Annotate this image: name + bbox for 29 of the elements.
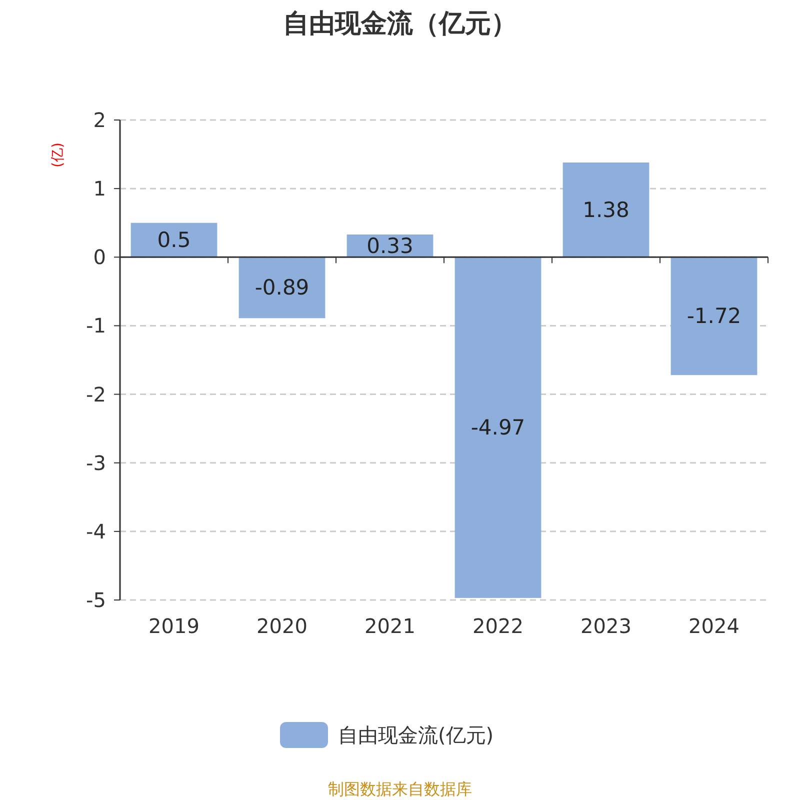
bar: [238, 257, 326, 318]
y-tick-label: -5: [86, 588, 106, 612]
text: 制图数据来自数据库: [328, 780, 472, 798]
bar: [670, 257, 758, 376]
bar: [454, 257, 542, 598]
y-tick-label: -3: [86, 450, 106, 475]
x-tick-label: 2023: [580, 614, 632, 638]
y-tick-label: -1: [86, 314, 106, 338]
data-label: 0.5: [157, 228, 191, 252]
y-tick-label: 2: [93, 108, 106, 132]
x-tick-label: 2019: [148, 614, 200, 638]
data-label: 0.33: [366, 234, 414, 258]
y-tick-label: 0: [93, 245, 106, 270]
y-tick-label: -4: [86, 519, 106, 544]
x-tick-label: 2021: [364, 614, 416, 638]
x-tick-label: 2024: [688, 614, 740, 638]
data-label: -4.97: [470, 416, 526, 440]
bar: [562, 162, 650, 258]
y-axis-title: (亿): [50, 142, 66, 168]
x-tick-label: 2020: [256, 614, 308, 638]
data-label: -1.72: [686, 304, 742, 328]
bar: [130, 222, 218, 258]
y-tick-label: 1: [93, 176, 106, 201]
data-label: 1.38: [582, 198, 630, 222]
y-tick-label: -2: [86, 382, 106, 406]
data-label: -0.89: [254, 276, 310, 300]
chart-title: 自由现金流（亿元）: [283, 9, 517, 39]
x-tick-label: 2022: [472, 614, 524, 638]
legend-label: 自由现金流(亿元): [338, 723, 494, 747]
